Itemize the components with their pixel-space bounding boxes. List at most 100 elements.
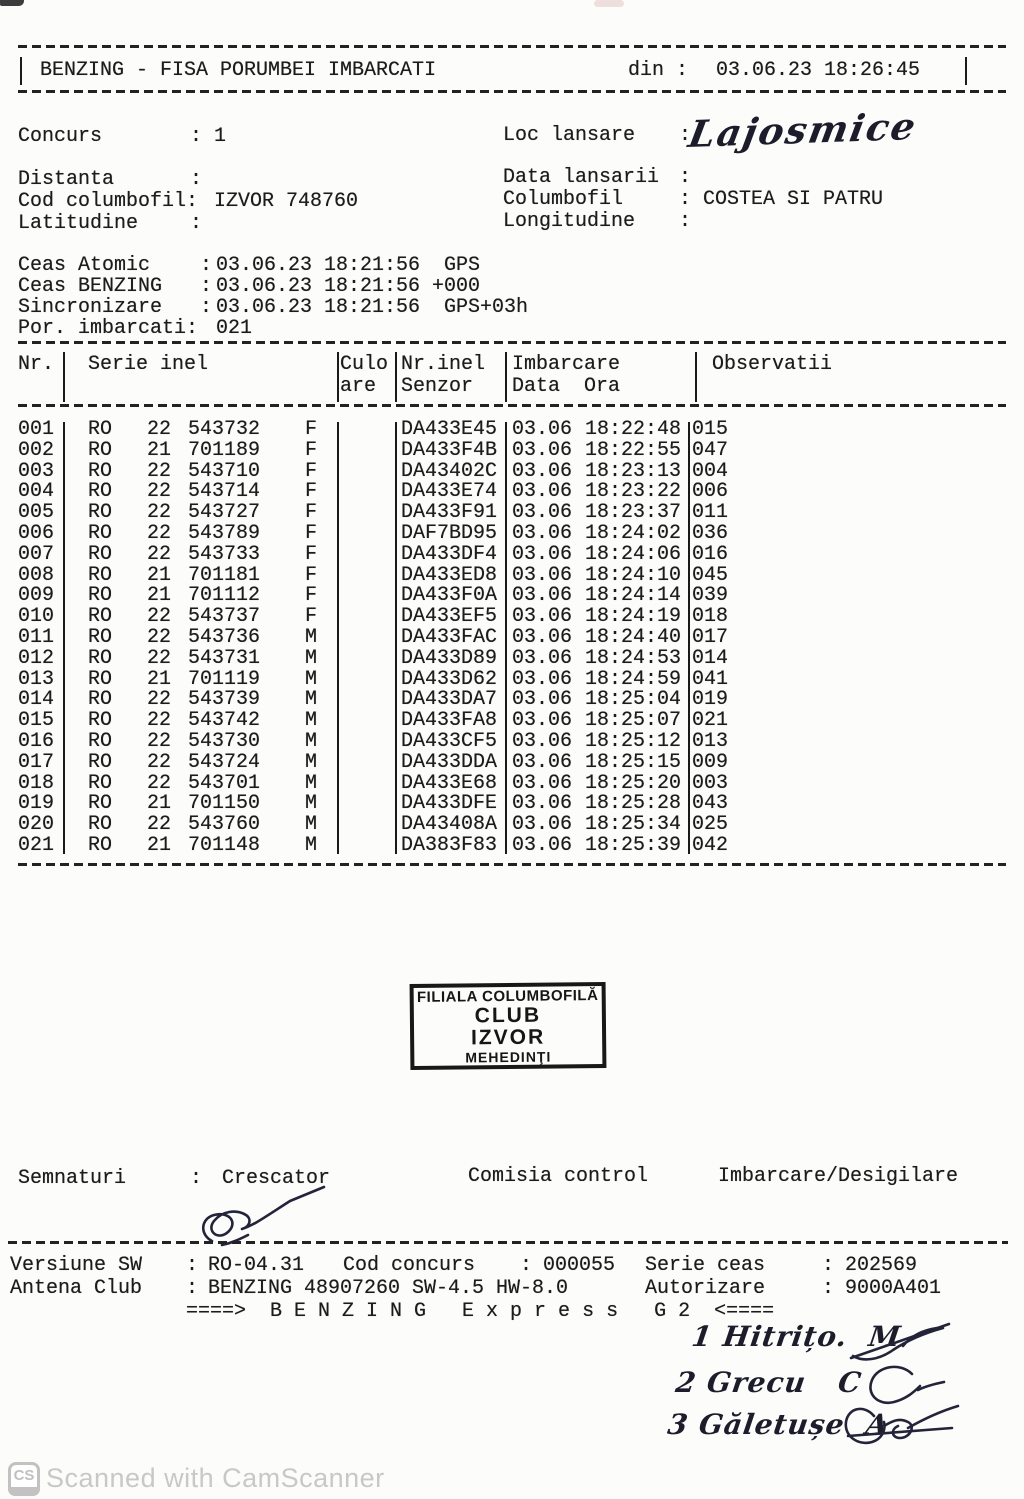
cell-an: 21 bbox=[147, 792, 172, 816]
cell-obs: 013 bbox=[692, 729, 729, 753]
table-row: 002 RO 21 701189 F DA433F4B 03.06 18:22:… bbox=[18, 438, 808, 462]
ceas-atomic-value: 03.06.23 18:21:56 GPS bbox=[216, 254, 481, 277]
note-2-signature bbox=[869, 1365, 946, 1405]
cell-nr: 005 bbox=[18, 501, 55, 525]
cell-obs: 047 bbox=[692, 438, 729, 462]
cell-ora: 18:25:20 bbox=[585, 771, 682, 795]
cell-inel: 543733 bbox=[188, 542, 261, 566]
colon: : bbox=[822, 1254, 835, 1277]
divider bbox=[18, 90, 1006, 93]
cell-an: 21 bbox=[147, 584, 172, 608]
cell-an: 22 bbox=[147, 418, 172, 441]
cod-concurs-value: 000055 bbox=[543, 1254, 616, 1277]
cell-sex: M bbox=[305, 833, 318, 857]
distanta-label: Distanta bbox=[18, 168, 115, 191]
column-separator bbox=[337, 422, 339, 854]
table-row: 008 RO 21 701181 F DA433ED8 03.06 18:24:… bbox=[18, 563, 808, 587]
cell-data: 03.06 bbox=[512, 792, 573, 816]
serie-ceas-value: 202569 bbox=[845, 1254, 918, 1277]
cell-inel: 701181 bbox=[188, 563, 261, 587]
cell-an: 22 bbox=[147, 771, 172, 795]
din-label: din : bbox=[628, 59, 689, 82]
cell-an: 22 bbox=[147, 625, 172, 649]
cell-tara: RO bbox=[88, 646, 113, 670]
cell-an: 21 bbox=[147, 438, 172, 462]
cell-data: 03.06 bbox=[512, 667, 573, 691]
cod-concurs-label: Cod concurs bbox=[343, 1254, 476, 1277]
cell-data: 03.06 bbox=[512, 542, 573, 566]
table-row: 021 RO 21 701148 M DA383F83 03.06 18:25:… bbox=[18, 833, 808, 857]
cell-data: 03.06 bbox=[512, 729, 573, 753]
table-row: 010 RO 22 543737 F DA433EF5 03.06 18:24:… bbox=[18, 605, 808, 629]
columbofil-value: COSTEA SI PATRU bbox=[703, 188, 884, 211]
antena-club-value: BENZING 48907260 SW-4.5 HW-8.0 bbox=[208, 1277, 569, 1300]
cell-senzor: DA433F91 bbox=[401, 501, 498, 525]
stamp-line-4: MEHEDINŢI bbox=[465, 1048, 552, 1065]
cell-sex: F bbox=[305, 418, 318, 441]
cell-inel: 701119 bbox=[188, 667, 261, 691]
columbofil-label: Columbofil bbox=[503, 188, 624, 211]
cell-data: 03.06 bbox=[512, 688, 573, 712]
cell-obs: 045 bbox=[692, 563, 729, 587]
cell-sex: F bbox=[305, 480, 318, 504]
ceas-atomic-label: Ceas Atomic bbox=[18, 254, 151, 277]
cell-inel: 543737 bbox=[188, 605, 261, 629]
cell-tara: RO bbox=[88, 501, 113, 525]
cell-an: 21 bbox=[147, 563, 172, 587]
cell-tara: RO bbox=[88, 438, 113, 462]
cell-ora: 18:24:14 bbox=[585, 584, 682, 608]
cell-senzor: DA433DA7 bbox=[401, 688, 498, 712]
imbarcare-desigilare-label: Imbarcare/Desigilare bbox=[718, 1165, 959, 1188]
cell-tara: RO bbox=[88, 750, 113, 774]
col-observatii: Observatii bbox=[712, 353, 833, 376]
table-row: 014 RO 22 543739 M DA433DA7 03.06 18:25:… bbox=[18, 690, 808, 711]
table-row: 004 RO 22 543714 F DA433E74 03.06 18:23:… bbox=[18, 482, 808, 503]
colon: : bbox=[190, 212, 203, 235]
cell-ora: 18:24:40 bbox=[585, 625, 682, 649]
column-separator bbox=[395, 422, 397, 854]
cell-nr: 017 bbox=[18, 750, 55, 774]
cell-inel: 543732 bbox=[188, 418, 261, 441]
cell-obs: 036 bbox=[692, 521, 729, 545]
cell-inel: 543760 bbox=[188, 813, 261, 837]
cell-an: 21 bbox=[147, 833, 172, 857]
autorizare-label: Autorizare bbox=[645, 1277, 766, 1300]
cell-data: 03.06 bbox=[512, 771, 573, 795]
cell-obs: 018 bbox=[692, 605, 729, 629]
cell-data: 03.06 bbox=[512, 833, 573, 857]
cell-senzor: DA433D62 bbox=[401, 667, 498, 691]
din-timestamp: 03.06.23 18:26:45 bbox=[716, 59, 921, 82]
table-row: 001 RO 22 543732 F DA433E45 03.06 18:22:… bbox=[18, 418, 808, 441]
cell-senzor: DA433E45 bbox=[401, 418, 498, 441]
cell-obs: 003 bbox=[692, 771, 729, 795]
cell-ora: 18:24:19 bbox=[585, 605, 682, 629]
cell-ora: 18:24:10 bbox=[585, 563, 682, 587]
column-separator bbox=[395, 352, 397, 402]
column-separator bbox=[688, 422, 690, 854]
cell-tara: RO bbox=[88, 625, 113, 649]
cell-tara: RO bbox=[88, 542, 113, 566]
cell-ora: 18:23:13 bbox=[585, 459, 682, 483]
cell-an: 22 bbox=[147, 646, 172, 670]
handwritten-note-2: 2 Grecu C bbox=[673, 1366, 864, 1399]
page-title: BENZING - FISA PORUMBEI IMBARCATI bbox=[40, 59, 437, 82]
cell-tara: RO bbox=[88, 729, 113, 753]
cell-sex: M bbox=[305, 771, 318, 795]
scan-smudge bbox=[594, 0, 624, 7]
cell-tara: RO bbox=[88, 771, 113, 795]
cell-inel: 543701 bbox=[188, 771, 261, 795]
table-row: 003 RO 22 543710 F DA43402C 03.06 18:23:… bbox=[18, 459, 808, 483]
cell-sex: F bbox=[305, 584, 318, 608]
cell-inel: 543736 bbox=[188, 625, 261, 649]
cell-nr: 009 bbox=[18, 584, 55, 608]
cell-sex: F bbox=[305, 605, 318, 629]
cell-sex: F bbox=[305, 438, 318, 462]
cell-data: 03.06 bbox=[512, 459, 573, 483]
cell-inel: 543742 bbox=[188, 709, 261, 733]
colon: : bbox=[520, 1254, 533, 1277]
camscanner-logo-base bbox=[8, 1487, 40, 1496]
scan-smudge bbox=[0, 0, 24, 6]
cell-obs: 025 bbox=[692, 813, 729, 837]
cell-inel: 543739 bbox=[188, 688, 261, 712]
cell-ora: 18:22:55 bbox=[585, 438, 682, 462]
